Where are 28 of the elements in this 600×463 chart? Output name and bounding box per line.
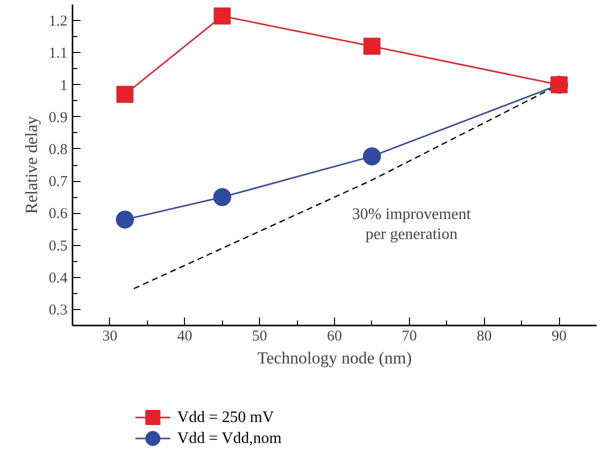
y-tick-label: 0.9 <box>48 110 68 126</box>
x-tick-label: 40 <box>177 328 192 344</box>
y-tick-label: 1.2 <box>48 14 68 30</box>
x-axis-title: Technology node (nm) <box>257 348 412 368</box>
x-tick-label: 90 <box>552 328 567 344</box>
point <box>116 210 134 229</box>
point <box>213 188 232 206</box>
x-tick-label: 70 <box>402 328 417 344</box>
y-tick-label: 1 <box>60 78 68 94</box>
y-tick-label: 1.1 <box>48 46 68 62</box>
x-tick-label: 60 <box>327 328 342 344</box>
y-tick-label: 0.5 <box>48 238 68 254</box>
y-axis-title: Relative delay <box>22 116 41 214</box>
point <box>116 86 134 103</box>
legend-label: Vdd = 250 mV <box>177 409 274 426</box>
point <box>214 8 231 25</box>
y-tick-label: 0.8 <box>48 142 68 158</box>
x-tick-label: 80 <box>476 328 492 344</box>
y-tick-label: 0.6 <box>48 206 68 222</box>
y-tick-label: 0.4 <box>48 270 68 286</box>
legend-label: Vdd = Vdd,nom <box>177 430 282 447</box>
point <box>363 38 380 55</box>
point <box>362 147 381 166</box>
annotation: 30% improvement per generation <box>352 206 472 244</box>
y-tick-label: 0.7 <box>48 174 68 190</box>
x-tick-label: 30 <box>102 328 118 344</box>
x-tick-label: 50 <box>252 328 268 344</box>
y-tick-label: 0.3 <box>48 302 68 318</box>
